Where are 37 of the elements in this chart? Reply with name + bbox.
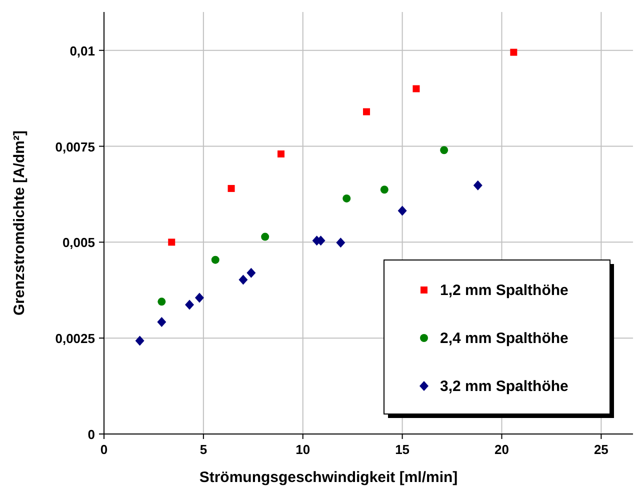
x-tick-label: 5	[200, 442, 208, 457]
point	[277, 150, 284, 158]
point	[135, 336, 144, 346]
x-tick-label: 15	[395, 442, 410, 457]
point	[168, 238, 176, 246]
x-tick-label: 0	[100, 442, 108, 457]
y-tick-label: 0,0025	[55, 331, 95, 346]
point	[246, 268, 256, 278]
point	[336, 238, 346, 248]
y-tick-label: 0,0075	[55, 139, 95, 154]
point	[158, 298, 166, 306]
legend-label: 1,2 mm Spalthöhe	[440, 282, 568, 299]
point	[398, 206, 407, 216]
point	[185, 300, 194, 310]
point	[238, 274, 248, 285]
point	[510, 48, 518, 56]
y-tick-label: 0,005	[62, 235, 95, 250]
legend-label: 2,4 mm Spalthöhe	[440, 330, 568, 347]
x-tick-label: 10	[296, 442, 310, 457]
point	[473, 180, 482, 190]
point	[228, 184, 235, 192]
point	[342, 194, 351, 202]
x-tick-label: 25	[594, 442, 608, 457]
point	[211, 256, 220, 264]
y-axis-title: Grenzstromdichte [A/dm²]	[11, 130, 28, 316]
x-axis-title: Strömungsgeschwindigkeit [ml/min]	[199, 469, 458, 486]
point	[412, 85, 420, 92]
point	[380, 186, 388, 194]
point	[194, 292, 204, 303]
point	[157, 316, 166, 327]
y-tick-label: 0,01	[70, 43, 95, 58]
point	[261, 232, 270, 241]
point	[440, 146, 448, 154]
point	[363, 108, 370, 116]
x-tick-label: 20	[494, 442, 509, 457]
legend-label: 3,2 mm Spalthöhe	[440, 378, 568, 395]
y-tick-label: 0	[88, 427, 95, 442]
